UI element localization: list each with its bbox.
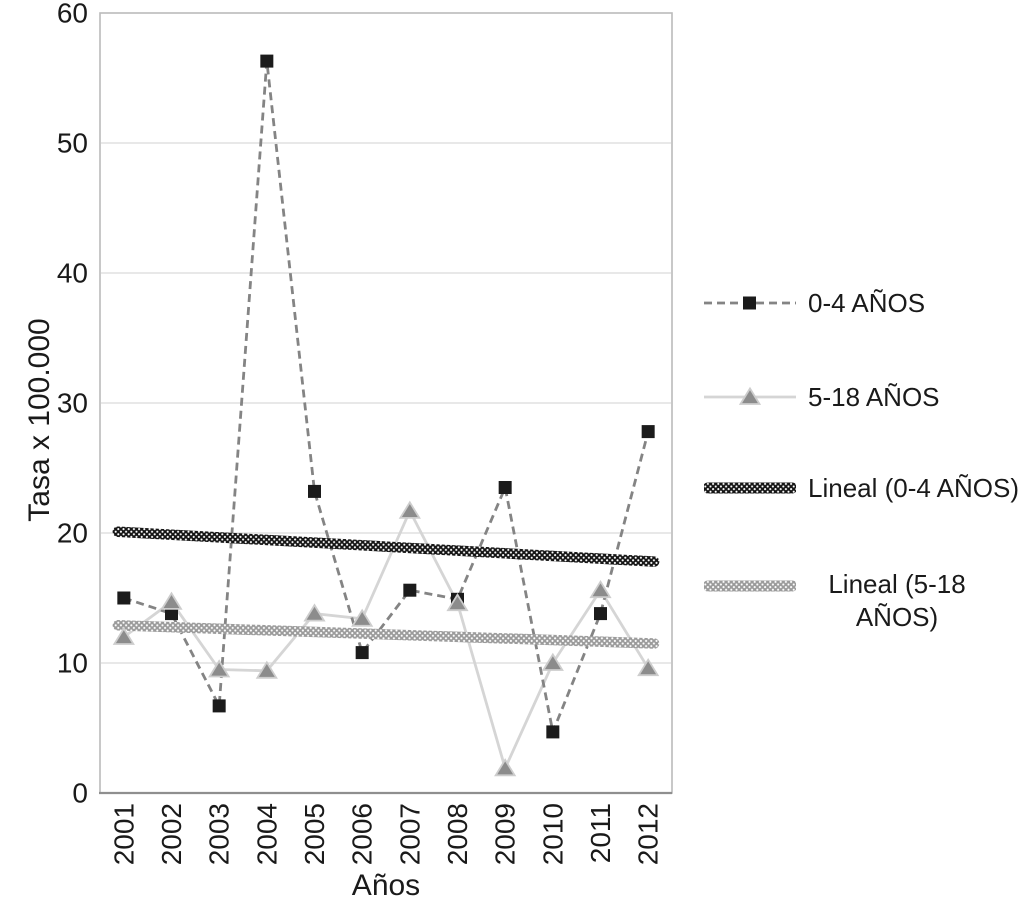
marker-triangle-5-18-a-os: [112, 626, 135, 645]
y-tick-label: 10: [57, 648, 88, 679]
marker-triangle-5-18-a-os: [208, 659, 231, 678]
legend-item-5-18: 5-18 AÑOS: [704, 381, 940, 414]
x-tick-label: 2009: [490, 803, 521, 865]
legend-label: 0-4 AÑOS: [808, 288, 926, 318]
y-tick-label: 60: [57, 0, 88, 29]
marker-triangle-5-18-a-os: [637, 657, 660, 677]
marker-triangle-5-18-a-os: [398, 500, 421, 519]
y-tick-label: 20: [57, 518, 88, 549]
legend-label: 5-18 AÑOS: [808, 382, 940, 412]
y-tick-label: 40: [57, 258, 88, 289]
dashed-line-square-marker-icon: [704, 296, 796, 310]
marker-square-0-4-a-os: [403, 583, 417, 597]
solid-line-triangle-marker-icon: [704, 387, 796, 406]
patterned-black-line-icon: [704, 482, 796, 494]
marker-square-0-4-a-os: [165, 607, 178, 621]
x-tick-label: 2001: [108, 803, 139, 865]
x-tick-label: 2002: [156, 803, 187, 865]
marker-triangle-5-18-a-os: [446, 592, 469, 612]
marker-triangle-5-18-a-os: [255, 660, 278, 679]
legend-label: Lineal (5-18 AÑOS): [828, 569, 966, 632]
marker-triangle-5-18-a-os: [494, 758, 517, 777]
legend-label: Lineal (0-4 AÑOS): [808, 473, 1019, 503]
legend-item-lineal-5-18: Lineal (5-18 AÑOS): [704, 568, 986, 633]
marker-triangle-5-18-a-os: [303, 603, 326, 622]
x-tick-label: 2012: [633, 803, 664, 865]
legend-item-lineal-0-4: Lineal (0-4 AÑOS): [704, 472, 1019, 505]
y-tick-label: 50: [57, 128, 88, 159]
x-axis-title: Años: [351, 869, 421, 902]
x-tick-label: 2006: [347, 803, 378, 865]
marker-triangle-5-18-a-os: [589, 579, 612, 599]
marker-square-0-4-a-os: [594, 607, 607, 621]
marker-square-0-4-a-os: [546, 725, 560, 739]
series-line-5-18-a-os: [123, 507, 650, 773]
series-line-0-4-a-os: [123, 60, 650, 737]
marker-triangle-5-18-a-os: [541, 652, 564, 671]
y-axis-title: Tasa x 100.000: [23, 318, 56, 522]
x-tick-label: 2005: [299, 803, 330, 865]
x-tick-label: 2004: [251, 803, 282, 865]
marker-square-0-4-a-os: [498, 481, 512, 494]
patterned-gray-line-icon: [704, 580, 796, 592]
marker-square-0-4-a-os: [117, 591, 131, 605]
marker-square-0-4-a-os: [355, 646, 369, 660]
x-tick-label: 2010: [537, 803, 568, 865]
legend-item-0-4: 0-4 AÑOS: [704, 287, 925, 320]
marker-triangle-5-18-a-os: [160, 591, 183, 610]
trend-line-lineal-0-4-a-os: [112, 526, 660, 567]
x-tick-label: 2008: [442, 803, 473, 865]
y-tick-label: 0: [72, 778, 88, 809]
marker-square-0-4-a-os: [641, 425, 655, 439]
trend-line-lineal-5-18-a-os: [112, 620, 660, 649]
marker-square-0-4-a-os: [260, 54, 274, 68]
marker-triangle-5-18-a-os: [351, 608, 374, 627]
marker-square-0-4-a-os: [308, 484, 321, 498]
y-tick-label: 30: [57, 388, 88, 419]
marker-square-0-4-a-os: [212, 699, 226, 713]
x-tick-label: 2003: [204, 803, 235, 865]
x-tick-label: 2011: [585, 803, 616, 863]
x-tick-label: 2007: [394, 803, 425, 865]
